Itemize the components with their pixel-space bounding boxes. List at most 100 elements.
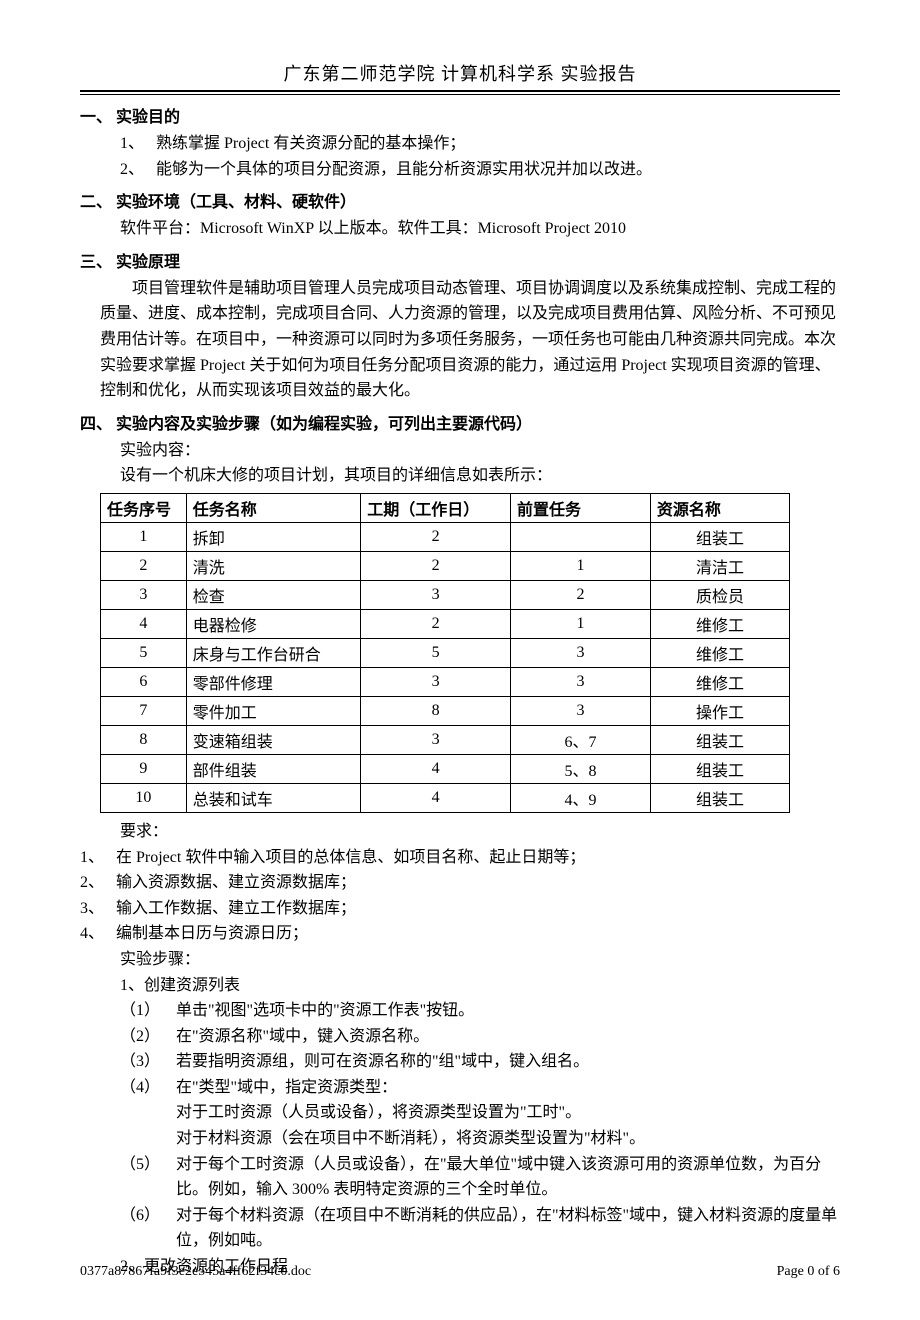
s4-req-label: 要求： (120, 819, 840, 845)
table-cell: 8 (101, 725, 187, 754)
table-cell: 2 (361, 609, 511, 638)
page-footer: 0377a87867fa9f3e2e545a4ff62f34c0.doc Pag… (80, 1264, 840, 1280)
list-text: 若要指明资源组，则可在资源名称的"组"域中，键入组名。 (176, 1049, 840, 1075)
table-cell: 操作工 (650, 696, 789, 725)
s1-item: 1、 熟练掌握 Project 有关资源分配的基本操作； (120, 131, 840, 157)
list-text: 单击"视图"选项卡中的"资源工作表"按钮。 (176, 998, 840, 1024)
table-row: 3检查32质检员 (101, 580, 790, 609)
list-number: （3） (120, 1049, 176, 1075)
s4-content-label: 实验内容： (120, 438, 840, 464)
table-cell: 9 (101, 754, 187, 783)
table-cell: 10 (101, 783, 187, 812)
table-cell: 1 (511, 609, 651, 638)
section-2-text: 软件平台：Microsoft WinXP 以上版本。软件工具：Microsoft… (120, 216, 840, 242)
col-header: 任务序号 (101, 493, 187, 522)
table-row: 4电器检修21维修工 (101, 609, 790, 638)
list-text: 输入资源数据、建立资源数据库； (116, 870, 840, 896)
table-head: 任务序号 任务名称 工期（工作日） 前置任务 资源名称 (101, 493, 790, 522)
table-header-row: 任务序号 任务名称 工期（工作日） 前置任务 资源名称 (101, 493, 790, 522)
list-text: 在 Project 软件中输入项目的总体信息、如项目名称、起止日期等； (116, 845, 840, 871)
step1-list: （1）单击"视图"选项卡中的"资源工作表"按钮。（2）在"资源名称"域中，键入资… (80, 998, 840, 1254)
table-cell: 清洗 (186, 551, 361, 580)
table-cell: 4 (361, 783, 511, 812)
table-row: 1拆卸2组装工 (101, 522, 790, 551)
col-header: 任务名称 (186, 493, 361, 522)
table-cell: 电器检修 (186, 609, 361, 638)
list-number: 2、 (80, 870, 116, 896)
table-cell: 1 (101, 522, 187, 551)
requirement-item: 4、编制基本日历与资源日历； (80, 921, 840, 947)
table-cell: 3 (511, 638, 651, 667)
s4-step1-label: 1、创建资源列表 (120, 973, 840, 999)
table-cell: 3 (511, 667, 651, 696)
col-header: 工期（工作日） (361, 493, 511, 522)
table-cell: 维修工 (650, 667, 789, 696)
table-cell (511, 522, 651, 551)
table-cell: 3 (511, 696, 651, 725)
table-cell: 2 (101, 551, 187, 580)
page-header-title: 广东第二师范学院 计算机科学系 实验报告 (80, 60, 840, 86)
table-row: 6零部件修理33维修工 (101, 667, 790, 696)
s1-item: 2、 能够为一个具体的项目分配资源，且能分析资源实用状况并加以改进。 (120, 157, 840, 183)
list-number: （2） (120, 1024, 176, 1050)
list-number: （1） (120, 998, 176, 1024)
s4-intro: 设有一个机床大修的项目计划，其项目的详细信息如表所示： (120, 463, 840, 489)
list-text: 熟练掌握 Project 有关资源分配的基本操作； (156, 131, 840, 157)
task-table: 任务序号 任务名称 工期（工作日） 前置任务 资源名称 1拆卸2组装工2清洗21… (100, 493, 790, 813)
table-cell: 3 (361, 725, 511, 754)
table-cell: 维修工 (650, 609, 789, 638)
list-number: （4） (120, 1075, 176, 1101)
list-text: 对于每个材料资源（在项目中不断消耗的供应品），在"材料标签"域中，键入材料资源的… (176, 1203, 840, 1254)
list-number: （5） (120, 1152, 176, 1203)
s4-steps-label: 实验步骤： (120, 947, 840, 973)
table-cell: 5 (361, 638, 511, 667)
list-text: 在"类型"域中，指定资源类型： (176, 1075, 840, 1101)
table-cell: 6、7 (511, 725, 651, 754)
table-cell: 7 (101, 696, 187, 725)
table-cell: 5、8 (511, 754, 651, 783)
table-cell: 零件加工 (186, 696, 361, 725)
table-cell: 3 (101, 580, 187, 609)
footer-page-number: Page 0 of 6 (777, 1264, 840, 1280)
table-row: 7零件加工83操作工 (101, 696, 790, 725)
section-4-heading: 四、 实验内容及实验步骤（如为编程实验，可列出主要源代码） (80, 410, 840, 434)
table-cell: 2 (361, 551, 511, 580)
table-cell: 部件组装 (186, 754, 361, 783)
table-cell: 组装工 (650, 522, 789, 551)
table-cell: 维修工 (650, 638, 789, 667)
step-sub-item: （6）对于每个材料资源（在项目中不断消耗的供应品），在"材料标签"域中，键入材料… (120, 1203, 840, 1254)
list-text: 编制基本日历与资源日历； (116, 921, 840, 947)
table-cell: 床身与工作台研合 (186, 638, 361, 667)
table-cell: 组装工 (650, 725, 789, 754)
footer-filename: 0377a87867fa9f3e2e545a4ff62f34c0.doc (80, 1264, 311, 1280)
step-sub-item: （3）若要指明资源组，则可在资源名称的"组"域中，键入组名。 (120, 1049, 840, 1075)
list-number: 1、 (120, 131, 156, 157)
table-cell: 总装和试车 (186, 783, 361, 812)
section-3-paragraph: 项目管理软件是辅助项目管理人员完成项目动态管理、项目协调调度以及系统集成控制、完… (100, 276, 840, 404)
list-text: 输入工作数据、建立工作数据库； (116, 896, 840, 922)
list-text: 能够为一个具体的项目分配资源，且能分析资源实用状况并加以改进。 (156, 157, 840, 183)
list-text: 对于每个工时资源（人员或设备），在"最大单位"域中键入该资源可用的资源单位数，为… (176, 1152, 840, 1203)
section-2-heading: 二、 实验环境（工具、材料、硬软件） (80, 188, 840, 212)
table-row: 8变速箱组装36、7组装工 (101, 725, 790, 754)
step-sub-item: （4）在"类型"域中，指定资源类型： (120, 1075, 840, 1101)
requirement-item: 1、在 Project 软件中输入项目的总体信息、如项目名称、起止日期等； (80, 845, 840, 871)
table-cell: 4 (101, 609, 187, 638)
table-cell: 清洁工 (650, 551, 789, 580)
col-header: 资源名称 (650, 493, 789, 522)
list-number: 3、 (80, 896, 116, 922)
step-sub-item-continuation: 对于工时资源（人员或设备），将资源类型设置为"工时"。 (176, 1100, 840, 1126)
step-sub-item: （5）对于每个工时资源（人员或设备），在"最大单位"域中键入该资源可用的资源单位… (120, 1152, 840, 1203)
list-number: 1、 (80, 845, 116, 871)
table-cell: 检查 (186, 580, 361, 609)
list-text: 在"资源名称"域中，键入资源名称。 (176, 1024, 840, 1050)
section-3-heading: 三、 实验原理 (80, 248, 840, 272)
table-cell: 5 (101, 638, 187, 667)
step-sub-item: （1）单击"视图"选项卡中的"资源工作表"按钮。 (120, 998, 840, 1024)
document-page: 广东第二师范学院 计算机科学系 实验报告 一、 实验目的 1、 熟练掌握 Pro… (0, 0, 920, 1320)
table-cell: 4、9 (511, 783, 651, 812)
table-row: 2清洗21清洁工 (101, 551, 790, 580)
step-sub-item: （2）在"资源名称"域中，键入资源名称。 (120, 1024, 840, 1050)
table-cell: 拆卸 (186, 522, 361, 551)
requirement-item: 2、输入资源数据、建立资源数据库； (80, 870, 840, 896)
